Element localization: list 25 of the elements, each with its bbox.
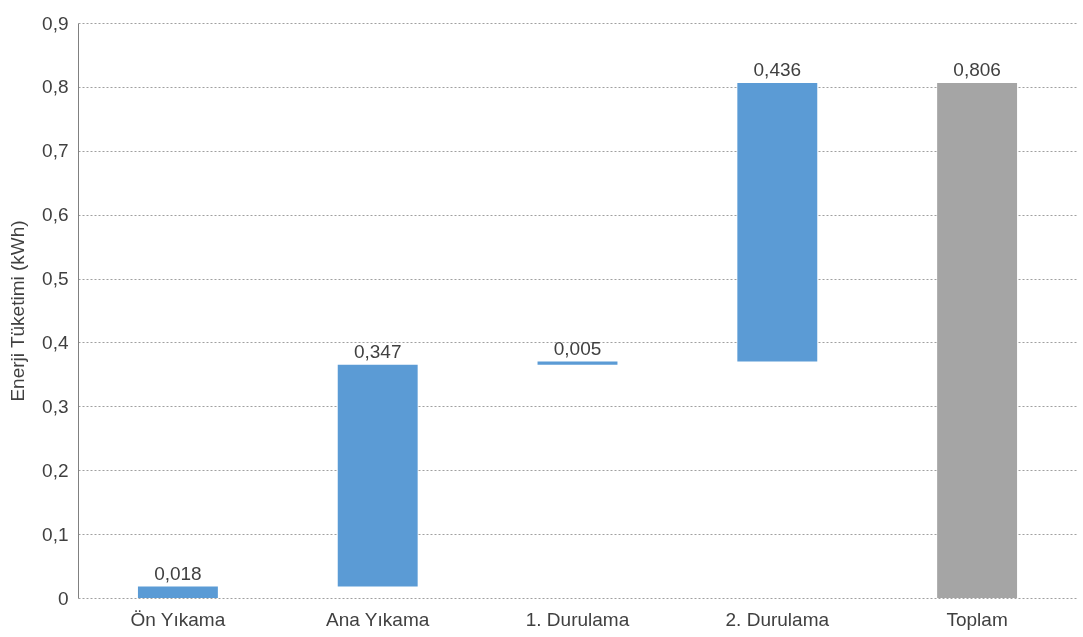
y-tick-label: 0,5	[42, 268, 69, 290]
y-tick-label: 0,7	[42, 140, 69, 162]
y-tick-label: 0,1	[42, 523, 69, 545]
data-label: 0,005	[553, 337, 602, 359]
data-label: 0,347	[353, 340, 402, 362]
y-tick-label: 0,6	[42, 204, 69, 226]
data-label: 0,436	[753, 59, 802, 81]
x-tick-label: 1. Durulama	[525, 608, 630, 630]
data-label: 0,018	[154, 562, 202, 584]
x-tick-label: Ana Yıkama	[326, 608, 430, 630]
y-tick-label: 0,8	[42, 76, 69, 98]
y-axis-title: Enerji Tüketimi (kWh)	[7, 220, 29, 402]
data-label: 0,806	[953, 59, 1001, 81]
x-tick-label: Toplam	[946, 608, 1008, 630]
bar	[737, 83, 818, 362]
bar	[337, 364, 418, 587]
y-tick-label: 0,4	[42, 331, 69, 353]
y-tick-label: 0,9	[42, 12, 69, 34]
y-tick-label: 0,2	[42, 459, 69, 481]
bar	[537, 361, 618, 365]
x-tick-label: 2. Durulama	[725, 608, 830, 630]
bar	[137, 586, 218, 598]
y-tick-label: 0	[57, 587, 69, 609]
x-tick-label: Ön Yıkama	[130, 608, 226, 630]
y-tick-label: 0,3	[42, 395, 69, 417]
